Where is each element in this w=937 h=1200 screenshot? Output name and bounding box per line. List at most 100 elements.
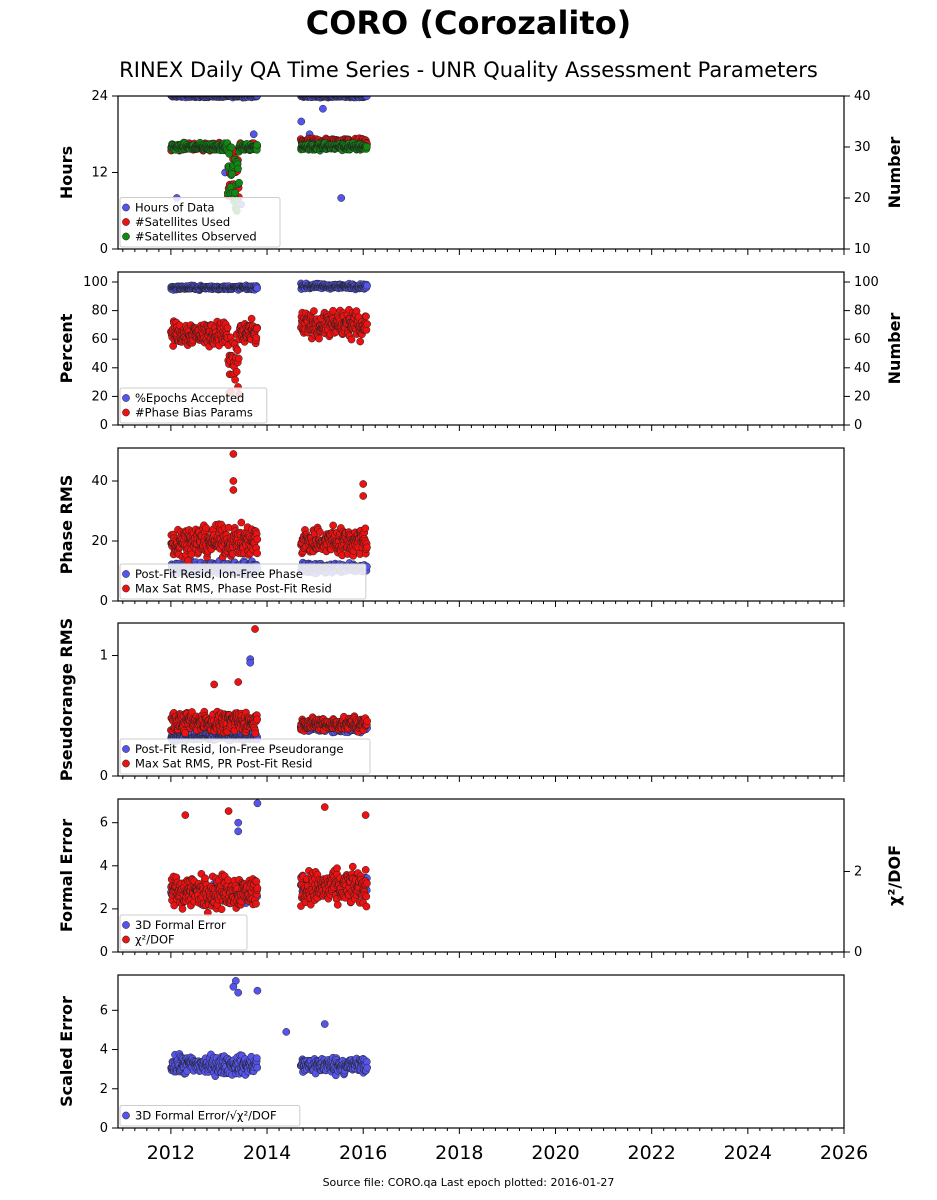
data-point	[253, 324, 261, 333]
data-point	[227, 143, 236, 152]
data-point	[315, 334, 323, 343]
legend-marker	[122, 745, 130, 753]
y-tick-label: 2	[100, 902, 108, 917]
y-axis-label: Percent	[57, 313, 76, 383]
outlier-point	[210, 680, 219, 689]
data-point	[233, 346, 242, 355]
y-axis-right-label: Number	[885, 137, 904, 209]
points-group	[167, 279, 371, 399]
data-point	[333, 901, 342, 909]
outlier-point	[361, 811, 370, 819]
data-point	[253, 141, 261, 149]
data-point	[253, 715, 262, 724]
plot-frame	[117, 798, 845, 953]
data-point	[237, 518, 246, 527]
y-tick-label: 20	[854, 191, 871, 206]
panel-2: 020406080100Percent020406080100Number%Ep…	[57, 271, 904, 433]
data-point	[316, 528, 324, 537]
legend-label: Max Sat RMS, PR Post-Fit Resid	[135, 757, 312, 771]
outlier-point	[234, 827, 243, 836]
y-tick-label: 40	[854, 361, 871, 376]
data-point	[253, 96, 261, 100]
data-point	[363, 281, 371, 290]
legend-label: Post-Fit Resid, Ion-Free Phase	[135, 567, 303, 581]
outlier-point	[234, 678, 243, 686]
y-tick-label: 4	[100, 859, 108, 874]
outlier-point	[229, 486, 238, 494]
y-tick-label: 60	[91, 332, 108, 347]
legend-marker	[122, 408, 130, 417]
outlier-point	[297, 117, 306, 126]
legend-marker	[122, 584, 130, 593]
legend-marker	[122, 203, 130, 212]
y-axis-label: Pseudorange RMS	[57, 618, 76, 781]
legend-marker	[122, 232, 130, 241]
legend-label: #Satellites Used	[135, 215, 230, 229]
outlier-point	[337, 194, 346, 202]
data-point	[224, 876, 232, 884]
data-point	[225, 150, 234, 158]
data-point	[231, 375, 239, 384]
y-tick-label: 10	[854, 242, 871, 257]
y-tick-label: 80	[91, 304, 108, 319]
data-point	[361, 865, 370, 874]
data-point	[333, 864, 341, 873]
y-tick-label: 12	[91, 166, 108, 181]
y-axis-right-label: Number	[885, 313, 904, 385]
y-tick-label: 0	[854, 418, 862, 433]
y-axis-label: Hours	[57, 146, 76, 199]
outlier-point	[181, 811, 190, 819]
data-point	[234, 354, 243, 363]
y-tick-label: 0	[100, 242, 108, 257]
legend-box	[119, 738, 371, 775]
outlier-point	[246, 658, 255, 667]
data-point	[253, 549, 262, 558]
data-point	[253, 884, 262, 893]
y-tick-label: 0	[100, 945, 108, 960]
points-group	[167, 450, 371, 579]
y-tick-label: 20	[91, 389, 108, 404]
data-point	[181, 729, 189, 737]
y-tick-label: 40	[91, 474, 108, 489]
data-point	[361, 524, 370, 533]
data-point	[362, 902, 371, 911]
legend: %Epochs Accepted#Phase Bias Params	[119, 387, 268, 424]
legend-label: Max Sat RMS, Phase Post-Fit Resid	[135, 582, 332, 596]
outlier-point	[253, 799, 262, 808]
data-point	[252, 877, 261, 886]
data-point	[231, 188, 239, 197]
outlier-point	[251, 625, 259, 633]
y-tick-label: 80	[854, 304, 871, 319]
data-point	[310, 307, 318, 315]
outlier-point	[234, 818, 243, 827]
plot-frame	[117, 622, 845, 777]
data-point	[201, 874, 209, 883]
data-point	[235, 178, 243, 187]
legend-label: #Satellites Observed	[135, 230, 257, 244]
legend-box	[119, 563, 367, 600]
legend: Hours of Data#Satellites Used#Satellites…	[119, 197, 281, 248]
data-point	[347, 335, 356, 344]
x-axis-ticks	[122, 776, 845, 782]
data-point	[363, 543, 371, 552]
y-tick-label: 100	[854, 275, 879, 290]
outlier-point	[229, 450, 238, 458]
x-axis-ticks	[122, 249, 845, 255]
data-point	[202, 524, 210, 532]
legend-label: Hours of Data	[135, 201, 215, 215]
outlier-point	[359, 480, 368, 488]
y-tick-label: 40	[91, 361, 108, 376]
outlier-point	[320, 803, 329, 811]
legend-marker	[122, 570, 130, 578]
x-axis-ticks	[122, 601, 845, 607]
